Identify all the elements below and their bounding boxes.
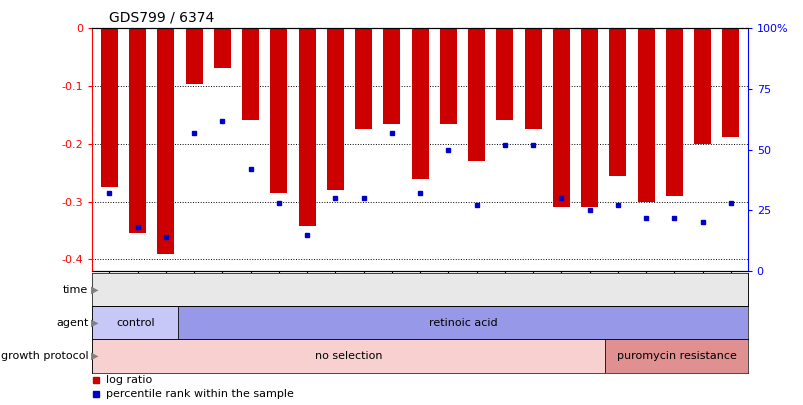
Bar xyxy=(298,28,316,226)
Text: growth protocol: growth protocol xyxy=(1,351,88,361)
Bar xyxy=(383,28,400,124)
Text: no selection: no selection xyxy=(315,351,382,361)
Text: time: time xyxy=(63,285,88,294)
Bar xyxy=(177,306,747,339)
Text: ▶: ▶ xyxy=(91,351,98,361)
Bar xyxy=(101,28,118,187)
Text: control: control xyxy=(116,318,154,328)
Bar xyxy=(185,28,202,84)
Bar xyxy=(439,28,456,124)
Bar xyxy=(495,28,512,119)
Text: 96 h: 96 h xyxy=(521,285,546,294)
Text: log ratio: log ratio xyxy=(105,375,152,385)
Bar xyxy=(92,306,177,339)
Bar xyxy=(524,28,541,130)
Bar xyxy=(637,28,654,202)
Text: agent: agent xyxy=(56,318,88,328)
Text: ▶: ▶ xyxy=(91,285,98,294)
Bar xyxy=(552,28,569,207)
Text: GDS799 / 6374: GDS799 / 6374 xyxy=(108,10,214,24)
Bar xyxy=(467,28,484,161)
Text: retinoic acid: retinoic acid xyxy=(428,318,496,328)
Bar xyxy=(157,28,174,254)
Bar xyxy=(693,28,710,144)
Text: 48 h: 48 h xyxy=(236,285,261,294)
Bar xyxy=(320,273,747,306)
Text: 0 h: 0 h xyxy=(126,285,144,294)
Bar xyxy=(605,339,747,373)
Text: percentile rank within the sample: percentile rank within the sample xyxy=(105,389,293,399)
Bar xyxy=(327,28,344,190)
Text: ▶: ▶ xyxy=(91,318,98,328)
Bar xyxy=(609,28,626,176)
Text: puromycin resistance: puromycin resistance xyxy=(616,351,736,361)
Bar xyxy=(270,28,287,193)
Bar xyxy=(214,28,230,68)
Bar xyxy=(92,273,177,306)
Bar xyxy=(129,28,146,233)
Bar xyxy=(665,28,682,196)
Bar xyxy=(92,339,605,373)
Bar xyxy=(355,28,372,130)
Bar xyxy=(242,28,259,119)
Bar xyxy=(581,28,597,207)
Bar xyxy=(411,28,428,179)
Bar xyxy=(177,273,320,306)
Bar xyxy=(721,28,738,137)
